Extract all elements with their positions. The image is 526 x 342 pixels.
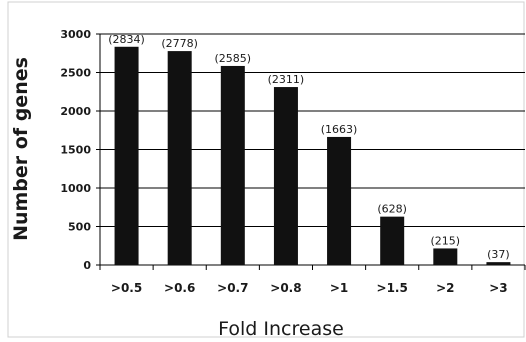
x-axis-label: Fold Increase	[218, 318, 344, 340]
bar	[167, 51, 192, 266]
x-tick-label: >0.7	[217, 281, 248, 295]
x-tick-label: >2	[436, 281, 454, 295]
data-label: (2778)	[161, 37, 198, 50]
gridlines	[100, 33, 525, 227]
x-tick-label: >0.6	[164, 281, 195, 295]
data-label: (2311)	[268, 73, 305, 86]
x-tick-label: >1.5	[377, 281, 408, 295]
data-label: (215)	[431, 234, 461, 247]
bar	[380, 216, 405, 265]
bar	[486, 262, 511, 265]
x-tick-label: >1	[330, 281, 348, 295]
x-tick-label: >0.8	[270, 281, 301, 295]
y-tick-label: 2500	[60, 67, 91, 80]
data-label: (628)	[377, 203, 407, 216]
y-tick-label: 500	[68, 221, 91, 234]
data-label: (2834)	[108, 33, 145, 46]
bars	[114, 46, 511, 266]
axes	[96, 33, 526, 270]
x-tick-label: >3	[489, 281, 507, 295]
x-tick-label: >0.5	[111, 281, 142, 295]
y-tick-label: 0	[83, 259, 91, 272]
y-tick-label: 1000	[60, 182, 91, 195]
y-axis-label: Number of genes	[10, 57, 32, 241]
data-label: (1663)	[321, 123, 358, 136]
bar	[220, 65, 245, 265]
data-labels: (2834) (2778) (2585) (2311) (1663) (628) (215)…	[108, 33, 509, 261]
bar	[433, 248, 458, 265]
y-tick-label: 1500	[60, 144, 91, 157]
bar	[273, 87, 298, 265]
y-tick-labels: 0 500 1000 1500 2000 2500 3000	[60, 28, 91, 272]
bar	[327, 136, 352, 265]
data-label: (37)	[487, 248, 510, 261]
bar	[114, 46, 139, 266]
y-tick-label: 2000	[60, 105, 91, 118]
chart-frame	[7, 1, 525, 338]
data-label: (2585)	[215, 52, 252, 65]
y-tick-label: 3000	[60, 28, 91, 41]
x-tick-labels: >0.5 >0.6 >0.7 >0.8 >1 >1.5 >2 >3	[111, 281, 508, 295]
